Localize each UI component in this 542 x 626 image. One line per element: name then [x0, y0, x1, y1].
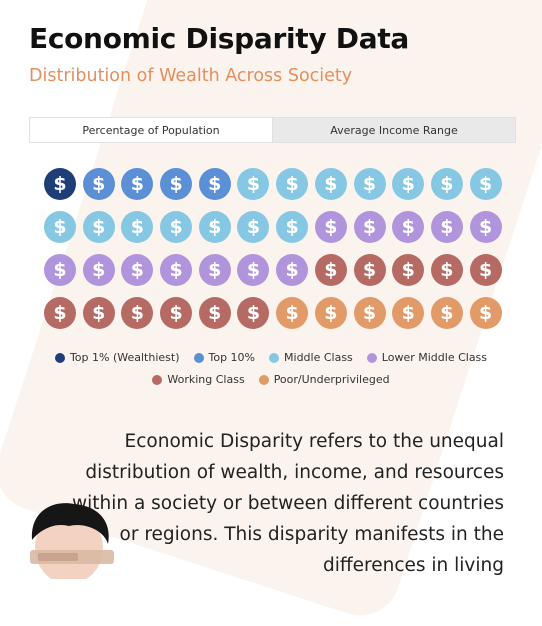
legend-label: Lower Middle Class	[381, 351, 488, 364]
coin-working[interactable]: $	[82, 297, 115, 329]
coin-working[interactable]: $	[392, 254, 425, 286]
coin-middle[interactable]: $	[160, 211, 193, 243]
coin-middle[interactable]: $	[430, 168, 463, 200]
coin-middle[interactable]: $	[276, 168, 309, 200]
coin-working[interactable]: $	[198, 297, 231, 329]
coin-top10[interactable]: $	[160, 168, 193, 200]
legend-dot-icon	[193, 352, 204, 363]
coin-poor[interactable]: $	[430, 297, 463, 329]
legend-item-middle[interactable]: Middle Class	[269, 351, 353, 364]
coin-poor[interactable]: $	[392, 297, 425, 329]
coin-working[interactable]: $	[314, 254, 347, 286]
coin-top10[interactable]: $	[82, 168, 115, 200]
coin-middle[interactable]: $	[237, 211, 270, 243]
legend-dot-icon	[54, 352, 65, 363]
population-coin-grid: $ $ $ $ $ $ $ $ $ $ $ $ $ $ $ $ $ $ $ $ $ $ $ $ $ $ $ $ $ $ $ $ $ $ $ $ $ $ $ $…	[44, 168, 502, 329]
coin-lowermiddle[interactable]: $	[353, 211, 386, 243]
coin-middle[interactable]: $	[469, 168, 502, 200]
legend-label: Top 10%	[208, 351, 256, 364]
view-tabs: Percentage of Population Average Income …	[29, 117, 516, 143]
coin-middle[interactable]: $	[198, 211, 231, 243]
coin-top1[interactable]: $	[44, 168, 76, 200]
tab-average-income-range[interactable]: Average Income Range	[330, 123, 458, 137]
coin-middle[interactable]: $	[353, 168, 386, 200]
page-subtitle: Distribution of Wealth Across Society	[29, 66, 353, 86]
legend: Top 1% (Wealthiest) Top 10% Middle Class Lo…	[0, 351, 542, 395]
coin-working[interactable]: $	[44, 297, 76, 329]
legend-label: Working Class	[167, 373, 245, 386]
coin-lowermiddle[interactable]: $	[276, 254, 309, 286]
legend-item-top10[interactable]: Top 10%	[193, 351, 256, 364]
page-title: Economic Disparity Data	[29, 22, 410, 55]
legend-item-top1[interactable]: Top 1% (Wealthiest)	[54, 351, 180, 364]
legend-item-working[interactable]: Working Class	[152, 373, 245, 386]
coin-working[interactable]: $	[160, 297, 193, 329]
legend-dot-icon	[258, 374, 269, 385]
coin-middle[interactable]: $	[82, 211, 115, 243]
coin-working[interactable]: $	[353, 254, 386, 286]
coin-top10[interactable]: $	[121, 168, 154, 200]
coin-middle[interactable]: $	[392, 168, 425, 200]
coin-lowermiddle[interactable]: $	[430, 211, 463, 243]
coin-poor[interactable]: $	[469, 297, 502, 329]
legend-row: Top 1% (Wealthiest) Top 10% Middle Class Lo…	[0, 351, 542, 364]
coin-working[interactable]: $	[469, 254, 502, 286]
coin-lowermiddle[interactable]: $	[392, 211, 425, 243]
legend-item-poor[interactable]: Poor/Underprivileged	[258, 373, 390, 386]
person-avatar-image	[30, 503, 114, 579]
legend-dot-icon	[366, 352, 377, 363]
coin-middle[interactable]: $	[276, 211, 309, 243]
coin-working[interactable]: $	[430, 254, 463, 286]
coin-poor[interactable]: $	[314, 297, 347, 329]
coin-lowermiddle[interactable]: $	[121, 254, 154, 286]
legend-dot-icon	[269, 352, 280, 363]
coin-middle[interactable]: $	[314, 168, 347, 200]
legend-dot-icon	[152, 374, 163, 385]
legend-row: Working Class Poor/Underprivileged	[0, 373, 542, 386]
coin-working[interactable]: $	[121, 297, 154, 329]
coin-lowermiddle[interactable]: $	[469, 211, 502, 243]
coin-middle[interactable]: $	[237, 168, 270, 200]
coin-lowermiddle[interactable]: $	[44, 254, 76, 286]
legend-label: Top 1% (Wealthiest)	[69, 351, 180, 364]
coin-poor[interactable]: $	[353, 297, 386, 329]
coin-working[interactable]: $	[237, 297, 270, 329]
coin-middle[interactable]: $	[121, 211, 154, 243]
coin-middle[interactable]: $	[44, 211, 76, 243]
page: Economic Disparity Data Distribution of …	[0, 22, 542, 579]
coin-lowermiddle[interactable]: $	[160, 254, 193, 286]
coin-lowermiddle[interactable]: $	[314, 211, 347, 243]
coin-lowermiddle[interactable]: $	[82, 254, 115, 286]
coin-poor[interactable]: $	[276, 297, 309, 329]
coin-top10[interactable]: $	[198, 168, 231, 200]
legend-label: Poor/Underprivileged	[273, 373, 390, 386]
legend-item-lowermiddle[interactable]: Lower Middle Class	[366, 351, 488, 364]
legend-label: Middle Class	[284, 351, 353, 364]
tab-percentage-of-population[interactable]: Percentage of Population	[30, 118, 273, 142]
coin-lowermiddle[interactable]: $	[237, 254, 270, 286]
coin-lowermiddle[interactable]: $	[198, 254, 231, 286]
description-text: Economic Disparity refers to the unequal…	[71, 431, 504, 576]
